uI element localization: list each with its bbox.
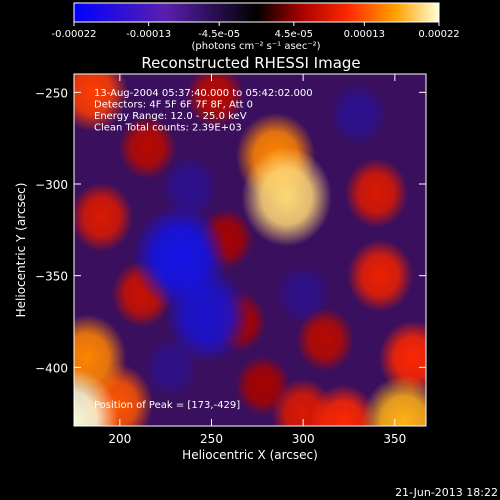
annotation-line: Clean Total counts: 2.39E+03 [94, 123, 242, 134]
y-axis-label: Heliocentric Y (arcsec) [14, 183, 28, 318]
peak-position-label: Position of Peak = [173,-429] [94, 400, 240, 411]
heatmap-source [275, 263, 331, 325]
colorbar-unit-label: (photons cm⁻² s⁻¹ asec⁻²) [191, 41, 320, 52]
x-tick-label: 200 [108, 432, 131, 446]
heatmap-source [74, 367, 119, 426]
y-tick-label: −300 [35, 178, 68, 192]
y-tick-label: −400 [35, 361, 68, 375]
annotation-line: Detectors: 4F 5F 6F 7F 8F, Att 0 [94, 100, 253, 111]
y-tick-label: −250 [35, 86, 68, 100]
x-tick-label: 300 [292, 432, 315, 446]
observation-annotations: 13-Aug-2004 05:37:40.000 to 05:42:02.000… [94, 88, 313, 134]
heatmap-source [241, 147, 332, 247]
heatmap-source [74, 182, 134, 252]
heatmap-source [132, 204, 229, 311]
y-axis-ticks: −250 −300 −350 −400 [35, 86, 426, 375]
x-tick-label: 350 [383, 432, 406, 446]
colorbar-tick-label: 4.5e-05 [275, 29, 313, 40]
plot-frame [73, 73, 427, 427]
annotation-line: 13-Aug-2004 05:37:40.000 to 05:42:02.000 [94, 88, 313, 99]
heatmap-source [160, 155, 219, 220]
heatmap-source [344, 158, 409, 228]
colorbar-tick-label: 0.00022 [418, 29, 459, 40]
heatmap-source [309, 384, 378, 426]
heatmap-source [118, 115, 177, 180]
x-axis-ticks: 200 250 300 350 [108, 74, 406, 446]
chart-title: Reconstructed RHESSI Image [141, 54, 360, 72]
heatmap-sources [74, 74, 426, 426]
x-tick-label: 250 [200, 432, 223, 446]
colorbar-tick-label: 0.00013 [344, 29, 385, 40]
heatmap-source [186, 74, 245, 128]
heatmap-source [296, 308, 355, 372]
heatmap-source [74, 74, 129, 132]
timestamp: 21-Jun-2013 18:22 [395, 486, 498, 499]
y-tick-label: −350 [35, 270, 68, 284]
colorbar-tick-label: -0.00013 [126, 29, 171, 40]
colorbar [73, 2, 440, 23]
annotation-line: Energy Range: 12.0 - 25.0 keV [94, 111, 247, 122]
x-axis-label: Heliocentric X (arcsec) [182, 448, 318, 462]
colorbar-ticks: -0.00022 -0.00013 -4.5e-05 4.5e-05 0.00013 0.… [52, 22, 460, 40]
heatmap-source [347, 239, 414, 312]
colorbar-tick-label: -0.00022 [52, 29, 97, 40]
heatmap-source [361, 375, 426, 426]
colorbar-tick-label: -4.5e-05 [198, 29, 240, 40]
heatmap-source [329, 82, 388, 147]
